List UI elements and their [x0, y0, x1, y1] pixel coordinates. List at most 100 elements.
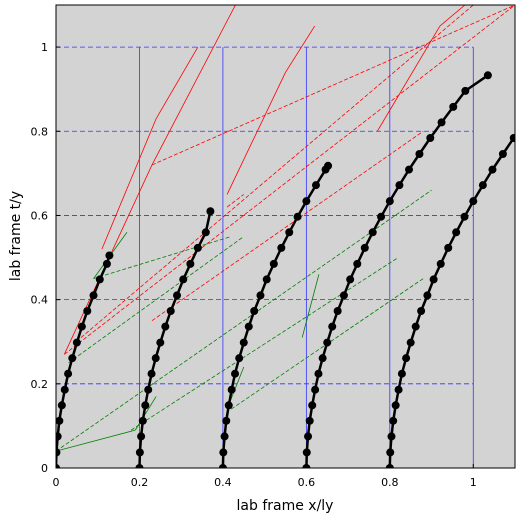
data-point — [60, 385, 69, 394]
data-point — [57, 401, 66, 410]
data-point — [308, 401, 317, 410]
data-point — [179, 275, 188, 284]
data-point — [436, 259, 445, 268]
data-point — [423, 291, 432, 300]
data-point — [483, 71, 492, 80]
data-point — [56, 464, 60, 468]
green-solid-line — [301, 274, 320, 338]
x-tick-label: 0.4 — [214, 476, 232, 489]
data-point — [206, 207, 215, 216]
data-point — [394, 385, 403, 394]
y-axis-ticks: 0 0.2 0.4 0.6 0.8 1 — [31, 41, 60, 475]
y-tick-label: 0 — [41, 462, 48, 475]
data-point — [406, 338, 415, 347]
plot-area — [55, 4, 516, 469]
data-point — [302, 448, 311, 457]
y-tick-label: 0.8 — [31, 125, 49, 138]
data-point — [166, 307, 175, 316]
red-solid-line — [151, 5, 236, 166]
data-point — [138, 416, 147, 425]
data-point — [389, 416, 398, 425]
y-tick-label: 0.4 — [31, 294, 49, 307]
data-point — [56, 448, 61, 457]
data-point — [224, 401, 233, 410]
data-point — [346, 275, 355, 284]
plot-frame — [55, 4, 516, 469]
data-point — [460, 212, 469, 221]
data-point — [461, 86, 470, 95]
x-axis-label: lab frame x/ly — [237, 498, 334, 514]
green-solid-line — [56, 429, 136, 452]
data-point — [385, 197, 394, 206]
data-point — [386, 448, 395, 457]
data-point — [137, 432, 146, 441]
data-point — [56, 416, 64, 425]
x-tick-label: 1 — [470, 476, 477, 489]
green-dashed-line — [56, 189, 432, 452]
markers — [56, 71, 515, 468]
data-point — [56, 432, 62, 441]
data-point — [277, 243, 286, 252]
red-solid-line — [439, 5, 466, 27]
data-point — [269, 259, 278, 268]
data-point — [391, 401, 400, 410]
data-point — [304, 432, 313, 441]
red-dashed-line — [226, 194, 245, 208]
y-tick-label: 0.2 — [31, 378, 49, 391]
data-point — [429, 275, 438, 284]
data-point — [311, 181, 320, 190]
data-point — [314, 369, 323, 378]
data-point — [141, 401, 150, 410]
data-point — [220, 432, 229, 441]
data-point — [328, 322, 337, 331]
data-point — [449, 102, 458, 111]
data-point — [156, 338, 165, 347]
data-point — [293, 212, 302, 221]
red-dashed-line — [151, 5, 515, 166]
red-solid-line — [226, 72, 286, 195]
data-point — [239, 338, 248, 347]
data-point — [201, 228, 210, 237]
data-point — [405, 165, 414, 174]
data-point — [437, 118, 446, 127]
data-point — [161, 322, 170, 331]
overlay-lines — [56, 5, 515, 452]
data-point — [339, 291, 348, 300]
x-tick-label: 0.2 — [131, 476, 149, 489]
data-point — [147, 369, 156, 378]
data-point — [395, 181, 404, 190]
data-point — [231, 369, 240, 378]
data-point — [305, 416, 314, 425]
red-dashed-line — [151, 130, 424, 322]
data-point — [509, 134, 515, 143]
data-point — [333, 307, 342, 316]
red-solid-line — [376, 25, 441, 132]
data-point — [311, 385, 320, 394]
data-point — [144, 385, 153, 394]
data-point — [244, 322, 253, 331]
data-point — [324, 161, 333, 170]
data-point — [488, 165, 497, 174]
data-point — [377, 212, 386, 221]
data-point — [444, 243, 453, 252]
data-point — [469, 197, 478, 206]
green-dashed-line — [68, 236, 245, 364]
data-point — [368, 228, 377, 237]
data-point — [102, 259, 111, 268]
red-dashed-line — [64, 5, 515, 355]
data-point — [452, 228, 461, 237]
data-point — [95, 275, 104, 284]
x-tick-label: 0 — [53, 476, 60, 489]
data-point — [256, 291, 265, 300]
data-point — [151, 354, 160, 363]
green-solid-line — [134, 396, 157, 431]
data-point — [353, 259, 362, 268]
data-point — [318, 354, 327, 363]
red-solid-line — [155, 46, 199, 119]
data-point — [72, 338, 81, 347]
data-point — [323, 338, 332, 347]
data-point — [262, 275, 271, 284]
data-point — [426, 134, 435, 143]
